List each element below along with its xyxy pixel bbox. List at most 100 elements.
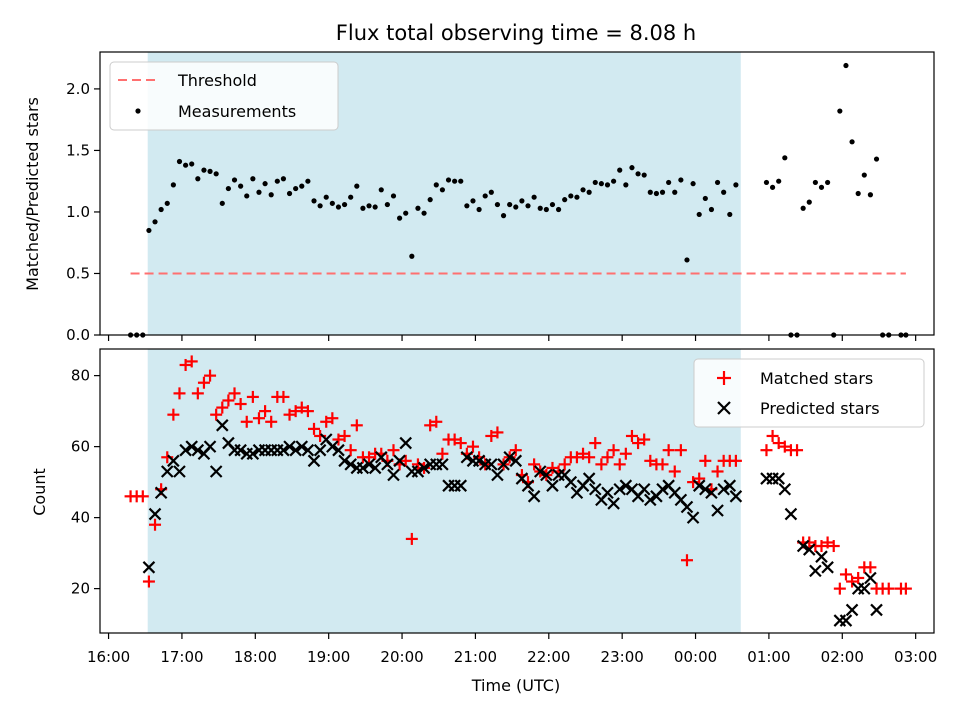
predicted-star-point [533, 465, 547, 478]
bottom-panel: 20 40 60 80 16:00 17:00 18:00 19:00 20:00 21:00 2… [30, 348, 937, 695]
matched-star-point [149, 518, 162, 531]
predicted-star-point [607, 497, 620, 510]
matched-star-point [259, 405, 272, 418]
measurement-point [146, 227, 152, 234]
matched-star-point [693, 472, 706, 485]
predicted-star-point [729, 490, 743, 503]
matched-star-point [234, 398, 247, 411]
matched-star-point [546, 461, 559, 474]
measurement-point [390, 193, 397, 199]
cross-b [772, 472, 785, 485]
matched-star-point [424, 419, 437, 432]
measurement-point [176, 158, 183, 165]
measurement-point [225, 185, 232, 192]
predicted-star-point [393, 454, 406, 468]
measurement-point [421, 210, 427, 216]
cross-b [209, 465, 223, 478]
measurement-point [543, 206, 549, 213]
cross-b [527, 490, 541, 503]
cross-b [845, 603, 859, 617]
cross-b [411, 465, 425, 478]
cross-b [203, 440, 217, 453]
cross-b [399, 436, 412, 450]
matched-star-point [846, 575, 859, 588]
measurement-point [482, 193, 488, 199]
matched-star-point [668, 465, 681, 478]
measurement-point [439, 187, 446, 193]
matched-star-point [222, 394, 235, 407]
measurement-point [721, 189, 727, 195]
cross-b [723, 479, 737, 492]
matched-star-point [833, 582, 846, 595]
measurement-point [837, 108, 843, 114]
legend-measurements-swatch [135, 108, 141, 114]
x-tick-label: 03:00 [894, 648, 937, 666]
predicted-star-point [845, 603, 859, 617]
cross-b [283, 440, 296, 453]
measurement-point [562, 197, 568, 203]
cross-b [191, 443, 205, 457]
measurement-point [873, 156, 880, 162]
measurement-point [507, 201, 513, 208]
matched-star-point [558, 458, 571, 471]
measurement-point [586, 189, 592, 195]
predicted-star-point [796, 539, 810, 553]
matched-star-point [821, 536, 834, 549]
measurement-point [378, 187, 384, 193]
predicted-star-point [246, 447, 260, 461]
cross-b [705, 486, 718, 500]
measurement-point [666, 179, 672, 186]
matched-star-point [528, 458, 541, 471]
cross-b [222, 436, 235, 450]
measurement-point [635, 171, 641, 177]
matched-star-point [228, 387, 241, 400]
measurement-point [329, 200, 335, 206]
cross-b [460, 450, 474, 464]
predicted-star-points [142, 419, 883, 627]
measurement-point [397, 215, 403, 221]
matched-star-point [454, 437, 467, 450]
measurement-point [604, 182, 611, 188]
cross-b [686, 511, 700, 524]
measurement-point [323, 194, 329, 200]
cross-b [454, 479, 468, 492]
matched-star-point [680, 554, 693, 567]
measurement-point [427, 197, 433, 203]
y-tick-label: 60 [71, 438, 90, 456]
measurement-point [818, 184, 825, 190]
measurement-point [763, 179, 770, 186]
legend-predicted-label: Predicted stars [760, 399, 880, 418]
predicted-star-point [203, 440, 217, 453]
cross-b [344, 458, 357, 471]
y-tick-label: 2.0 [66, 80, 90, 98]
predicted-star-point [454, 479, 468, 492]
matched-star-point [466, 440, 479, 453]
cross-b [515, 472, 529, 485]
predicted-star-point [191, 443, 205, 457]
measurement-point [317, 203, 323, 209]
matched-star-point [436, 447, 449, 460]
cross-b [509, 454, 523, 468]
matched-star-point [485, 429, 498, 442]
measurement-point [549, 201, 556, 208]
cross-b [326, 440, 339, 453]
measurement-point [855, 190, 861, 197]
cross-b [699, 482, 712, 496]
y-tick-label: 1.0 [66, 203, 90, 221]
cross-b [393, 454, 406, 468]
cross-b [582, 472, 596, 485]
cross-b [289, 443, 302, 457]
matched-star-point [662, 444, 675, 457]
predicted-star-point [509, 454, 523, 468]
predicted-star-point [417, 461, 431, 475]
cross-b [864, 571, 877, 585]
measurement-point [311, 198, 317, 204]
top-axes-frame [99, 51, 935, 336]
cross-b [173, 465, 186, 478]
x-tick-label: 16:00 [87, 648, 130, 666]
cross-b [717, 482, 730, 496]
measurement-point [513, 204, 519, 210]
predicted-star-point [588, 482, 602, 496]
predicted-star-point [289, 443, 302, 457]
cross-b [533, 465, 547, 478]
